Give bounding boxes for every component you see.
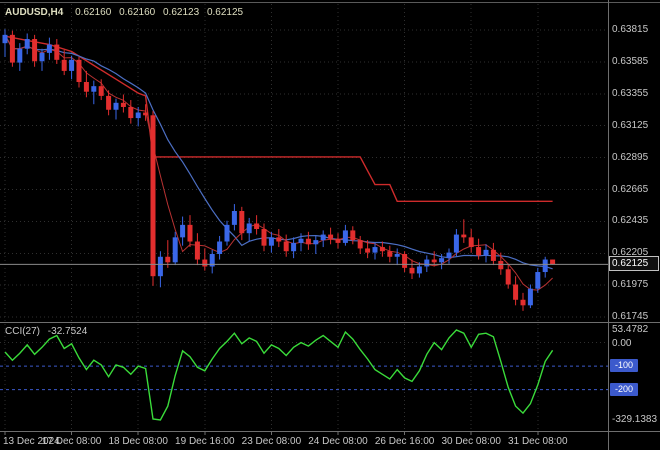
cci-line [4, 329, 554, 421]
close-value: 0.62125 [206, 7, 244, 18]
red-ma-line [4, 34, 553, 291]
cci-level-lines [0, 365, 608, 391]
red-step-line [4, 35, 553, 203]
candles-layer [2, 29, 556, 311]
cci-name: CCI(27) [5, 326, 41, 337]
open-value: 0.62160 [75, 7, 112, 18]
current-price-badge: 0.62125 [609, 256, 659, 272]
chart-ohlc-title: AUDUSD,H4 0.62160 0.62160 0.62123 0.6212… [5, 7, 248, 18]
grid-layer [0, 4, 608, 431]
symbol-timeframe-label: AUDUSD,H4 [5, 7, 64, 18]
cci-indicator-label: CCI(27) -32.7524 [5, 326, 92, 337]
low-value: 0.62123 [163, 7, 200, 18]
high-value: 0.62160 [119, 7, 156, 18]
cci-value: -32.7524 [47, 326, 88, 337]
overlay-lines [4, 34, 553, 291]
